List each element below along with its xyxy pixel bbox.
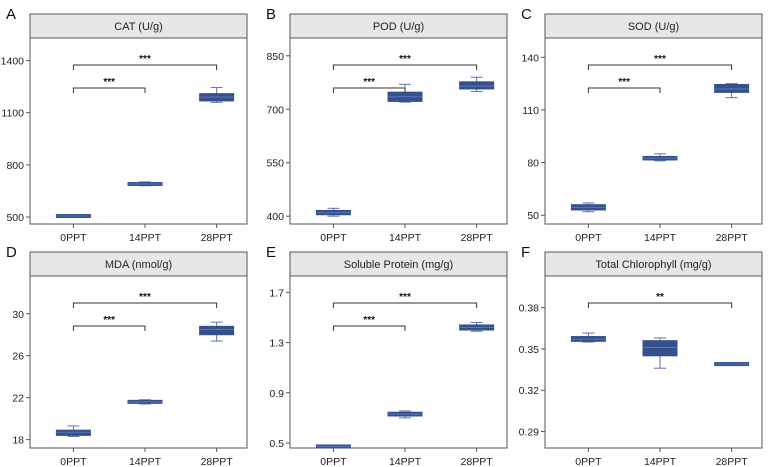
significance-bracket	[72, 302, 218, 308]
significance-bracket	[332, 325, 406, 331]
significance-label: ***	[399, 292, 411, 303]
x-tick-label: 28PPT	[201, 456, 234, 467]
y-tick-label: 18	[12, 435, 24, 447]
plot-frame	[289, 37, 508, 225]
box-14ppt	[642, 340, 678, 357]
panel-c: C SOD (U/g) 50 80 110 140 0PPT 14PPT 28PPT *** ***	[521, 6, 763, 244]
x-tick-label: 0PPT	[320, 232, 347, 244]
x-tick-label: 28PPT	[716, 456, 749, 467]
panel-letter: D	[6, 244, 17, 261]
significance-label: ***	[654, 54, 666, 65]
y-tick-label: 80	[527, 158, 539, 170]
x-tick-label: 0PPT	[575, 456, 602, 467]
y-tick-label: 22	[12, 393, 24, 405]
plot-frame	[289, 275, 508, 449]
x-tick-label: 28PPT	[201, 232, 234, 244]
box-28ppt	[199, 325, 235, 336]
panel-letter: E	[266, 244, 276, 261]
y-tick-label: 1100	[1, 108, 24, 120]
x-tick-label: 14PPT	[389, 456, 422, 467]
y-tick-label: 50	[527, 210, 539, 222]
y-tick-label: 550	[266, 158, 284, 170]
y-tick-label: 800	[6, 160, 24, 172]
x-tick-label: 0PPT	[60, 232, 87, 244]
box-0ppt	[55, 429, 91, 436]
panel-title: Soluble Protein (mg/g)	[344, 259, 453, 271]
panel-title: POD (U/g)	[373, 21, 424, 33]
panel-title: CAT (U/g)	[114, 21, 163, 33]
box-28ppt	[459, 81, 495, 90]
panel-d: D MDA (nmol/g) 18 22 26 30 0PPT 14PPT 28PPT *** **…	[6, 244, 248, 467]
x-tick-label: 0PPT	[60, 456, 87, 467]
y-tick-label: 850	[266, 51, 284, 63]
y-tick-label: 0.32	[519, 385, 540, 397]
significance-label: ***	[618, 77, 630, 88]
plot-frame	[544, 37, 763, 225]
panel-letter: A	[6, 6, 16, 23]
significance-bracket	[332, 64, 478, 70]
significance-bracket	[72, 325, 146, 331]
x-tick-label: 14PPT	[389, 232, 422, 244]
y-tick-label: 500	[6, 212, 24, 224]
panel-letter: C	[521, 6, 532, 23]
x-tick-label: 28PPT	[716, 232, 749, 244]
x-tick-label: 28PPT	[461, 232, 494, 244]
plot-frame	[29, 37, 248, 225]
x-tick-label: 14PPT	[644, 456, 677, 467]
significance-bracket	[587, 87, 661, 93]
y-tick-label: 0.9	[269, 388, 284, 400]
y-tick-label: 700	[266, 104, 284, 116]
panel-strip	[29, 251, 248, 277]
x-tick-label: 14PPT	[129, 456, 162, 467]
significance-bracket	[587, 64, 733, 70]
panel-strip	[289, 251, 508, 277]
plot-frame	[29, 275, 248, 449]
y-tick-label: 1400	[1, 56, 25, 68]
panel-b: B POD (U/g) 400 550 700 850 0PPT 14PPT 28PPT *** *…	[266, 6, 508, 244]
x-tick-label: 14PPT	[129, 232, 162, 244]
panel-strip	[29, 13, 248, 39]
panel-title: SOD (U/g)	[628, 21, 679, 33]
y-tick-label: 110	[522, 105, 539, 117]
panel-letter: B	[266, 6, 276, 23]
significance-label: **	[656, 292, 664, 303]
significance-bracket	[587, 302, 733, 308]
significance-bracket	[332, 302, 478, 308]
x-tick-label: 0PPT	[575, 232, 602, 244]
significance-label: ***	[363, 77, 375, 88]
panel-strip	[289, 13, 508, 39]
y-tick-label: 400	[266, 211, 284, 223]
significance-label: ***	[103, 77, 115, 88]
plot-frame	[544, 275, 763, 449]
y-tick-label: 0.29	[519, 426, 540, 438]
x-tick-label: 14PPT	[644, 232, 677, 244]
y-tick-label: 1.3	[269, 338, 284, 350]
significance-label: ***	[399, 54, 411, 65]
significance-bracket	[332, 87, 406, 93]
significance-label: ***	[103, 315, 115, 326]
y-tick-label: 0.38	[519, 303, 540, 315]
y-tick-label: 140	[521, 52, 539, 64]
panel-a: A CAT (U/g) 500 800 1100 1400 0PPT 14PPT 28PPT **…	[1, 6, 248, 244]
panel-strip	[544, 13, 763, 39]
panel-strip	[544, 251, 763, 277]
panel-f: F Total Chlorophyll (mg/g) 0.29 0.32 0.35 0.3…	[519, 244, 763, 467]
significance-bracket	[72, 87, 146, 93]
x-tick-label: 28PPT	[461, 456, 494, 467]
panel-letter: F	[521, 244, 530, 261]
y-tick-label: 30	[12, 309, 24, 321]
panel-title: Total Chlorophyll (mg/g)	[595, 259, 711, 271]
x-tick-label: 0PPT	[320, 456, 347, 467]
y-tick-label: 26	[12, 351, 24, 363]
significance-label: ***	[139, 54, 151, 65]
panel-title: MDA (nmol/g)	[105, 259, 172, 271]
panel-e: E Soluble Protein (mg/g) 0.5 0.9 1.3 1.7 0PPT 1…	[266, 244, 508, 467]
significance-label: ***	[139, 292, 151, 303]
y-tick-label: 0.35	[519, 344, 540, 356]
significance-bracket	[72, 64, 218, 70]
y-tick-label: 0.5	[269, 438, 284, 450]
significance-label: ***	[363, 315, 375, 326]
y-tick-label: 1.7	[269, 287, 284, 299]
